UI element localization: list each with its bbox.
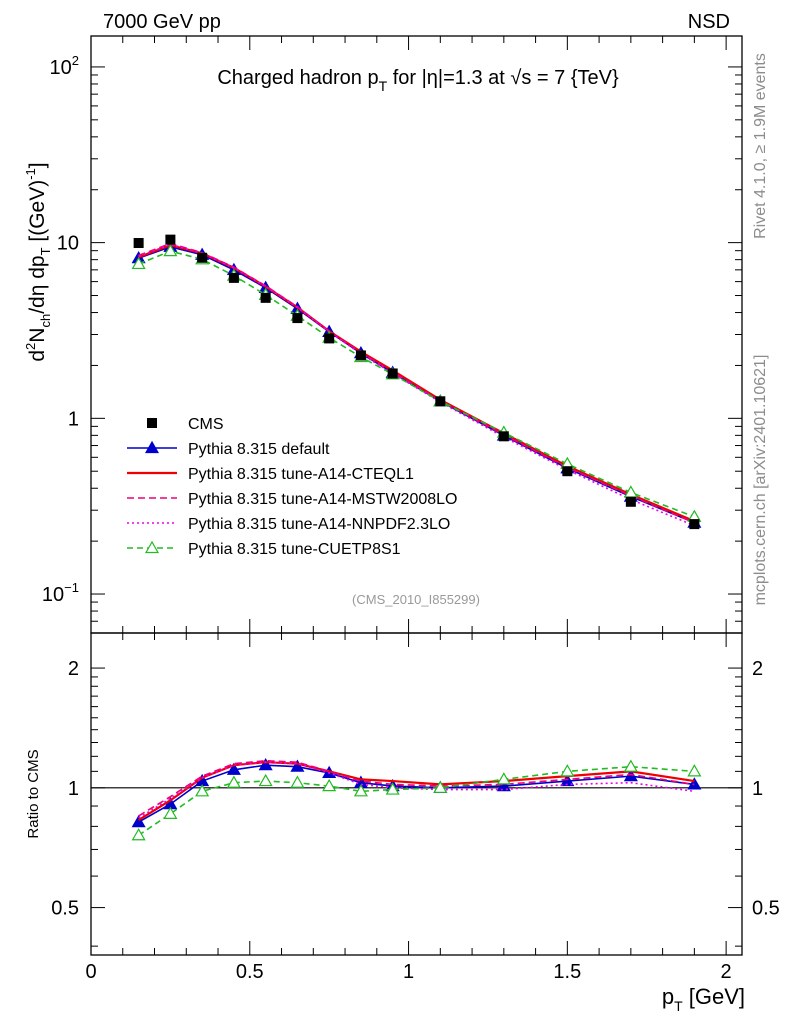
ratio-marker-0 (226, 762, 241, 775)
ratio-marker-4 (226, 775, 241, 788)
ratio-y-tick-label: 1 (68, 778, 79, 800)
legend: CMS Pythia 8.315 default Pythia 8.315 tune… (127, 416, 457, 558)
cms-data-point (165, 234, 176, 245)
series-line-2 (138, 242, 695, 524)
ratio-line-2 (138, 759, 695, 817)
ratio-marker-0 (290, 759, 305, 772)
x-tick-label: 1 (403, 961, 414, 983)
cms-data-point (355, 350, 366, 361)
cms-data-point (625, 496, 636, 507)
y-axis-label: d2Nch/dη dpT [(GeV)-1] (23, 162, 53, 361)
ratio-y-tick-label-right: 2 (752, 658, 763, 680)
legend-label-1: Pythia 8.315 tune-A14-CTEQL1 (188, 466, 414, 483)
cms-data-point (387, 368, 398, 379)
ratio-marker-4 (353, 784, 368, 797)
rivet-version-label: Rivet 4.1.0, ≥ 1.9M events (752, 53, 769, 239)
y-tick-label: 10−1 (42, 580, 79, 606)
x-axis-label: pT [GeV] (662, 984, 745, 1014)
series-line-3 (138, 243, 695, 527)
cms-data-point (260, 292, 271, 303)
ratio-marker-4 (687, 764, 702, 777)
ratio-y-tick-label-right: 1 (752, 778, 763, 800)
cms-data-point (197, 252, 208, 263)
legend-label-2: Pythia 8.315 tune-A14-MSTW2008LO (188, 491, 457, 508)
y-tick-label: 1 (68, 408, 79, 430)
header-beam: 7000 GeV pp (103, 11, 221, 33)
ratio-line-3 (138, 761, 695, 819)
ratio-curves (131, 757, 702, 841)
x-tick-label: 2 (721, 961, 732, 983)
cms-data-point (498, 431, 509, 442)
ratio-marker-4 (623, 759, 638, 772)
ratio-marker-4 (163, 806, 178, 819)
ratio-y-tick-label: 0.5 (51, 898, 79, 920)
y-tick-label: 102 (50, 53, 79, 79)
legend-marker-0 (144, 440, 160, 454)
cms-data-point (228, 272, 239, 283)
mcplots-label: mcplots.cern.ch [arXiv:2401.10621] (752, 355, 769, 606)
ratio-marker-0 (131, 814, 146, 828)
ratio-marker-4 (131, 828, 146, 841)
cms-data-point (562, 466, 573, 477)
data-points (133, 234, 700, 530)
legend-label-0: Pythia 8.315 default (188, 441, 330, 458)
ratio-marker-4 (258, 773, 273, 787)
analysis-tag: (CMS_2010_I855299) (352, 592, 480, 607)
cms-data-point (689, 519, 700, 530)
legend-label-4: Pythia 8.315 tune-CUETP8S1 (188, 541, 401, 558)
x-tick-label: 0.5 (236, 961, 264, 983)
chart-title: Charged hadron pT for |η|=1.3 at √s = 7 … (217, 67, 619, 94)
legend-label-cms: CMS (188, 416, 224, 433)
cms-data-point (133, 238, 144, 249)
series-marker-4 (163, 243, 178, 257)
cms-data-point (435, 396, 446, 407)
ratio-line-4 (138, 765, 695, 836)
ratio-y-axis-label: Ratio to CMS (25, 749, 42, 838)
legend-marker-cms (147, 418, 157, 428)
ratio-y-tick-label: 2 (68, 658, 79, 680)
ratio-marker-4 (195, 784, 210, 797)
ratio-y-tick-label-right: 0.5 (752, 898, 780, 920)
ratio-marker-4 (290, 775, 305, 788)
header-process: NSD (688, 11, 730, 33)
ratio-marker-4 (433, 780, 448, 793)
ratio-marker-4 (385, 782, 400, 795)
legend-label-3: Pythia 8.315 tune-A14-NNPDF2.3LO (188, 516, 450, 533)
cms-data-point (292, 313, 303, 324)
x-tick-label: 1.5 (553, 961, 581, 983)
ratio-marker-4 (496, 772, 511, 785)
x-tick-label: 0 (85, 961, 96, 983)
ratio-marker-4 (560, 764, 575, 777)
series-marker-4 (131, 256, 146, 270)
cms-data-point (324, 333, 335, 344)
ratio-line-0 (138, 764, 695, 823)
legend-marker-4 (144, 540, 160, 554)
ratio-marker-0 (258, 757, 273, 771)
ratio-marker-4 (322, 778, 337, 792)
ratio-marker-0 (496, 778, 511, 792)
y-tick-label: 10 (57, 233, 79, 255)
ratio-plot-frame (90, 632, 743, 956)
axis-ticks: 0 0.5 1 1.5 2 102 10 1 10−1 2 2 1 1 0.5 0.5 (42, 36, 780, 983)
